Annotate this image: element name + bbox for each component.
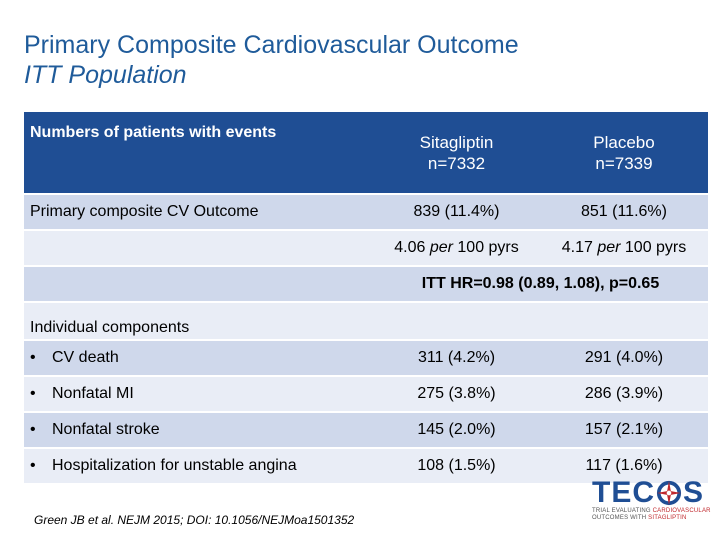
header-label: Numbers of patients with events bbox=[24, 112, 373, 195]
bullet: • bbox=[30, 349, 36, 366]
header-placebo-n: n=7339 bbox=[595, 153, 653, 173]
component-name: CV death bbox=[52, 349, 119, 366]
logo-tagline-2: OUTCOMES WITH SITAGLIPTIN bbox=[592, 515, 704, 522]
header-sitagliptin: Sitagliptin n=7332 bbox=[373, 112, 540, 195]
components-empty-2 bbox=[540, 302, 708, 341]
rate-sitagliptin-value: 4.06 bbox=[394, 239, 426, 256]
tagline-2b: SITAGLIPTIN bbox=[648, 515, 687, 521]
header-sitagliptin-n: n=7332 bbox=[427, 153, 486, 173]
component-label: • Nonfatal stroke bbox=[24, 412, 373, 449]
components-label: Individual components bbox=[24, 302, 373, 341]
header-placebo: Placebo n=7339 bbox=[540, 112, 708, 195]
table-row: • Hospitalization for unstable angina 108… bbox=[24, 448, 708, 485]
table-row: • Nonfatal MI 275 (3.8%) 286 (3.9%) bbox=[24, 376, 708, 413]
rate-placebo: 4.17 per 100 pyrs bbox=[540, 230, 708, 267]
component-sitagliptin-value: 275 (3.8%) bbox=[373, 376, 540, 413]
tecos-logo: TEC S TRIAL EVALUATING CARDIOVASCULAR OU… bbox=[592, 478, 710, 526]
component-label: • Hospitalization for unstable angina bbox=[24, 448, 373, 485]
table-row: 4.06 per 100 pyrs 4.17 per 100 pyrs bbox=[24, 230, 708, 267]
compass-icon bbox=[656, 480, 682, 506]
logo-tagline-1: TRIAL EVALUATING CARDIOVASCULAR bbox=[592, 508, 710, 515]
primary-placebo-value: 851 (11.6%) bbox=[540, 194, 708, 231]
tagline-1b: CARDIOVASCULAR bbox=[652, 508, 711, 514]
hr-label-empty bbox=[24, 266, 373, 303]
table-row: ITT HR=0.98 (0.89, 1.08), p=0.65 bbox=[24, 266, 708, 303]
table-row: • Nonfatal stroke 145 (2.0%) 157 (2.1%) bbox=[24, 412, 708, 449]
component-placebo-value: 117 (1.6%) bbox=[540, 448, 708, 485]
hazard-ratio: ITT HR=0.98 (0.89, 1.08), p=0.65 bbox=[373, 266, 708, 303]
rate-sitagliptin-unit: 100 pyrs bbox=[457, 239, 519, 256]
table-row: Individual components bbox=[24, 302, 708, 341]
table-row: • CV death 311 (4.2%) 291 (4.0%) bbox=[24, 340, 708, 377]
component-label: • Nonfatal MI bbox=[24, 376, 373, 413]
citation-footnote: Green JB et al. NEJM 2015; DOI: 10.1056/… bbox=[34, 513, 355, 527]
rate-placebo-per: per bbox=[597, 239, 621, 256]
component-name: Hospitalization for unstable angina bbox=[52, 457, 297, 474]
logo-word-right: S bbox=[682, 476, 704, 509]
component-name: Nonfatal MI bbox=[52, 385, 134, 402]
header-sitagliptin-name: Sitagliptin bbox=[419, 132, 494, 152]
logo-word-left: TEC bbox=[592, 476, 655, 509]
primary-sitagliptin-value: 839 (11.4%) bbox=[373, 194, 540, 231]
rate-label-empty bbox=[24, 230, 373, 267]
tagline-2a: OUTCOMES WITH bbox=[592, 515, 649, 521]
bullet: • bbox=[30, 457, 36, 474]
component-placebo-value: 291 (4.0%) bbox=[540, 340, 708, 377]
primary-outcome-label: Primary composite CV Outcome bbox=[24, 194, 373, 231]
rate-placebo-unit: 100 pyrs bbox=[624, 239, 687, 256]
title-line-2: ITT Population bbox=[24, 61, 187, 89]
bullet: • bbox=[30, 421, 36, 438]
tagline-1a: TRIAL EVALUATING bbox=[592, 508, 653, 514]
rate-sitagliptin: 4.06 per 100 pyrs bbox=[373, 230, 540, 267]
title-line-1: Primary Composite Cardiovascular Outcome bbox=[24, 31, 519, 59]
tecos-wordmark: TEC S bbox=[592, 478, 704, 508]
bullet: • bbox=[30, 385, 36, 402]
components-empty-1 bbox=[373, 302, 540, 341]
component-sitagliptin-value: 311 (4.2%) bbox=[373, 340, 540, 377]
slide-title: Primary Composite Cardiovascular Outcome… bbox=[24, 30, 519, 90]
outcomes-table: Numbers of patients with events Sitaglip… bbox=[24, 112, 708, 485]
rate-sitagliptin-per: per bbox=[429, 239, 453, 256]
component-placebo-value: 157 (2.1%) bbox=[540, 412, 708, 449]
header-placebo-name: Placebo bbox=[593, 132, 655, 152]
table-header-row: Numbers of patients with events Sitaglip… bbox=[24, 112, 708, 195]
component-label: • CV death bbox=[24, 340, 373, 377]
component-sitagliptin-value: 108 (1.5%) bbox=[373, 448, 540, 485]
component-placebo-value: 286 (3.9%) bbox=[540, 376, 708, 413]
table-row: Primary composite CV Outcome 839 (11.4%)… bbox=[24, 194, 708, 231]
component-name: Nonfatal stroke bbox=[52, 421, 160, 438]
component-sitagliptin-value: 145 (2.0%) bbox=[373, 412, 540, 449]
rate-placebo-value: 4.17 bbox=[561, 239, 593, 256]
